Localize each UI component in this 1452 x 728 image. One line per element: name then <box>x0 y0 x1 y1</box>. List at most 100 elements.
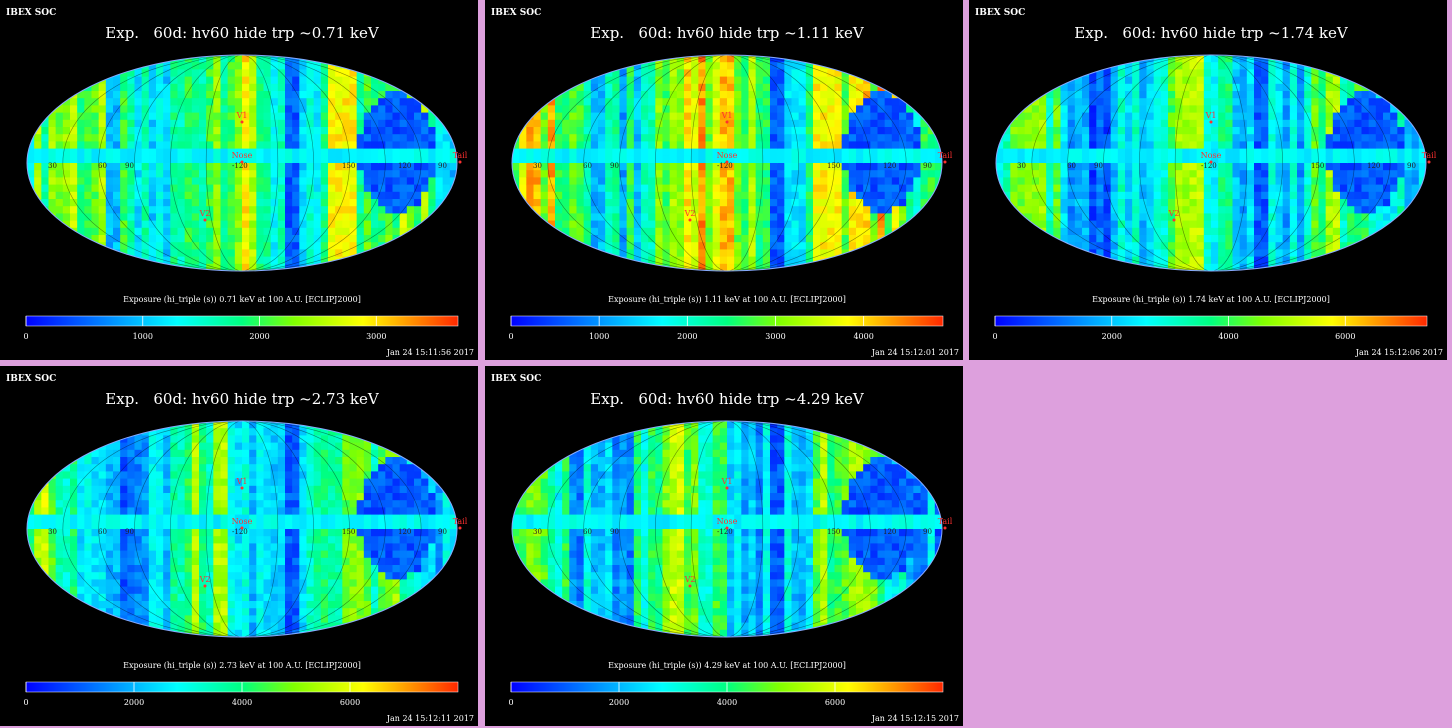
heatmap-cell <box>406 112 415 121</box>
heatmap-cell <box>705 141 714 150</box>
heatmap-cell <box>884 155 893 164</box>
heatmap-cell <box>1289 256 1298 265</box>
heatmap-cell <box>691 220 699 229</box>
heatmap-cell <box>1046 155 1054 164</box>
heatmap-cell <box>234 134 243 142</box>
heatmap-cell <box>277 184 286 193</box>
heatmap-cell <box>1175 213 1183 222</box>
heatmap-cell <box>356 91 365 99</box>
heatmap-cell <box>277 242 286 250</box>
heatmap-cell <box>805 220 814 229</box>
heatmap-cell <box>662 62 671 70</box>
heatmap-cell <box>249 213 257 222</box>
heatmap-cell <box>526 249 535 258</box>
heatmap-cell <box>349 148 358 157</box>
heatmap-cell <box>206 184 214 193</box>
heatmap-cell <box>263 235 272 243</box>
heatmap-cell <box>583 256 592 265</box>
heatmap-cell <box>406 127 415 135</box>
heatmap-cell <box>1168 69 1176 78</box>
heatmap-cell <box>1103 134 1112 142</box>
heatmap-cell <box>612 163 621 171</box>
heatmap-cell <box>84 76 93 85</box>
heatmap-cell <box>1024 177 1033 186</box>
heatmap-cell <box>512 242 520 250</box>
heatmap-cell <box>569 206 578 214</box>
heatmap-cell <box>848 83 857 92</box>
heatmap-cell <box>1182 213 1191 222</box>
heatmap-cell <box>227 127 236 135</box>
heatmap-cell <box>996 263 1004 271</box>
heatmap-cell <box>1239 163 1248 171</box>
heatmap-cell <box>406 155 415 164</box>
heatmap-cell <box>1211 55 1219 63</box>
heatmap-cell <box>619 91 628 99</box>
heatmap-cell <box>1117 76 1126 85</box>
heatmap-cell <box>662 249 671 258</box>
heatmap-cell <box>870 199 879 207</box>
heatmap-cell <box>1282 62 1291 70</box>
heatmap-cell <box>891 76 900 85</box>
heatmap-cell <box>813 112 821 121</box>
heatmap-cell <box>1039 235 1047 243</box>
heatmap-cell <box>242 155 250 164</box>
heatmap-cell <box>306 134 315 142</box>
heatmap-cell <box>421 184 429 193</box>
heatmap-cell <box>583 148 592 157</box>
heatmap-cell <box>113 55 121 63</box>
heatmap-cell <box>927 148 936 157</box>
heatmap-cell <box>428 91 437 99</box>
heatmap-cell <box>1039 55 1047 63</box>
heatmap-cell <box>34 55 42 63</box>
heatmap-cell <box>762 55 771 63</box>
heatmap-cell <box>1168 256 1176 265</box>
heatmap-cell <box>1275 235 1284 243</box>
heatmap-cell <box>156 155 164 164</box>
heatmap-cell <box>399 220 408 229</box>
heatmap-cell <box>399 141 408 150</box>
heatmap-cell <box>313 220 322 229</box>
heatmap-cell <box>48 235 57 243</box>
heatmap-cell <box>741 141 750 150</box>
heatmap-cell <box>562 191 570 200</box>
heatmap-cell <box>48 83 57 92</box>
heatmap-cell <box>306 213 315 222</box>
heatmap-cell <box>519 191 527 200</box>
heatmap-cell <box>414 91 422 99</box>
heatmap-cell <box>540 191 549 200</box>
heatmap-cell <box>1175 177 1183 186</box>
heatmap-cell <box>177 163 186 171</box>
heatmap-cell <box>1168 213 1176 222</box>
longitude-label: -120 <box>232 162 248 170</box>
heatmap-cell <box>519 263 527 271</box>
heatmap-cell <box>1211 263 1219 271</box>
heatmap-cell <box>784 62 793 70</box>
heatmap-cell <box>234 62 243 70</box>
heatmap-cell <box>619 127 628 135</box>
heatmap-cell <box>834 105 843 114</box>
heatmap-cell <box>691 213 699 222</box>
heatmap-cell <box>399 206 408 214</box>
heatmap-cell <box>1239 69 1248 78</box>
heatmap-cell <box>120 141 128 150</box>
heatmap-cell <box>1289 235 1298 243</box>
heatmap-cell <box>1289 155 1298 164</box>
heatmap-cell <box>770 119 778 128</box>
heatmap-cell <box>442 235 451 243</box>
heatmap-cell <box>335 242 343 250</box>
heatmap-cell <box>1268 98 1277 106</box>
heatmap-cell <box>655 112 664 121</box>
heatmap-cell <box>191 184 200 193</box>
meridian-line <box>205 55 279 271</box>
heatmap-cell <box>1024 105 1033 114</box>
heatmap-cell <box>70 263 78 271</box>
heatmap-cell <box>421 256 429 265</box>
heatmap-cell <box>313 170 322 178</box>
heatmap-cell <box>141 91 150 99</box>
heatmap-cell <box>177 91 186 99</box>
heatmap-cell <box>199 76 207 85</box>
heatmap-cell <box>1304 98 1312 106</box>
heatmap-cell <box>562 134 570 142</box>
heatmap-cell <box>512 163 520 171</box>
heatmap-cell <box>798 127 807 135</box>
